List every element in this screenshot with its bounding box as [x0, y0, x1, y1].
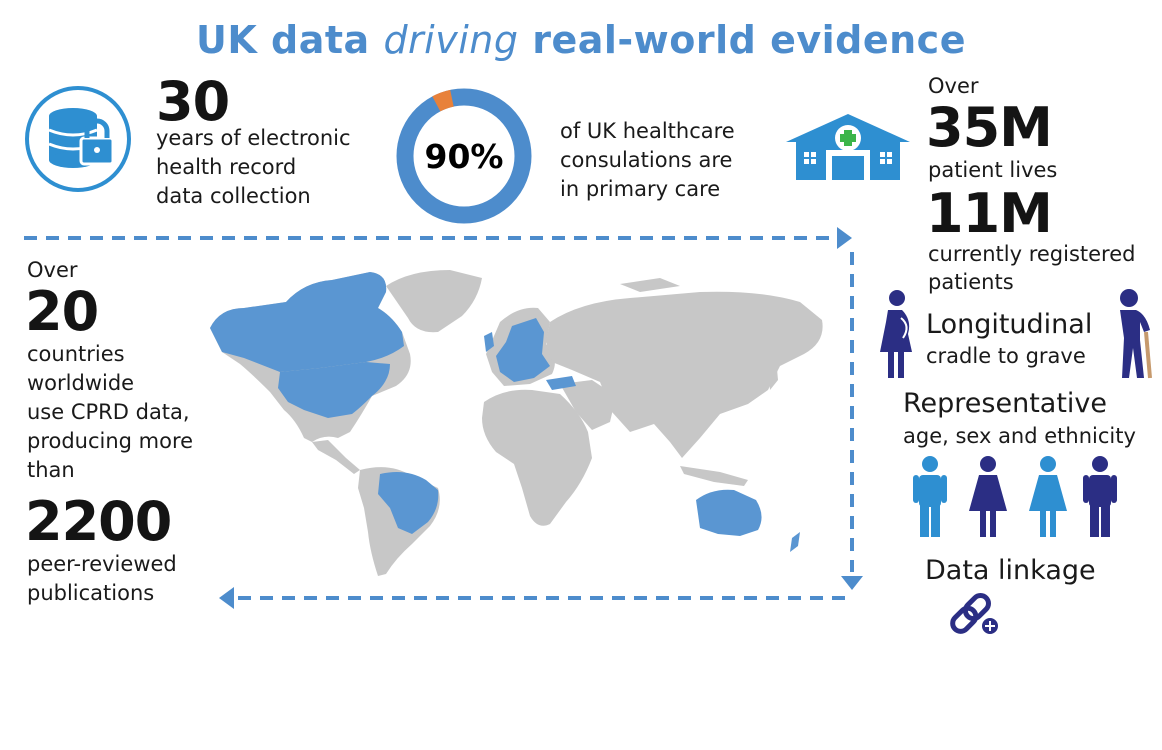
land-africa [482, 389, 592, 526]
primary-line-2: consulations are [560, 148, 733, 172]
registered-line-2: patients [928, 270, 1014, 294]
registered-text: currently registered patients [928, 240, 1135, 296]
title-part-2: real-world evidence [518, 18, 966, 62]
land-indonesia [680, 466, 748, 486]
left-arrowhead [219, 587, 234, 609]
donut-remainder-segment [396, 88, 532, 224]
land-europe-highlight [496, 318, 550, 382]
man-icon-blue [913, 456, 947, 537]
publications-text: peer-reviewed publications [27, 550, 177, 608]
countries-line-1: countries [27, 342, 125, 366]
primary-care-text: of UK healthcare consulations are in pri… [560, 117, 735, 204]
land-usa-highlight [278, 362, 390, 418]
land-middle-east [560, 380, 616, 430]
land-greenland [386, 270, 482, 333]
publications-line-1: peer-reviewed [27, 552, 177, 576]
countries-text: countries worldwide use CPRD data, produ… [27, 340, 193, 485]
land-uk-highlight [484, 332, 494, 352]
land-new-zealand-highlight [790, 532, 800, 552]
countries-over: Over [27, 258, 78, 282]
longitudinal-heading: Longitudinal [926, 309, 1093, 340]
world-map [210, 270, 823, 576]
title-part-1: UK data [196, 18, 384, 62]
patients-value: 35M [926, 96, 1053, 159]
elderly-person-icon [1120, 289, 1152, 379]
representative-sub: age, sex and ethnicity [903, 424, 1136, 448]
man-icon-navy [1083, 456, 1117, 537]
land-arctic-islands [620, 278, 680, 292]
title-emphasis: driving [383, 18, 519, 62]
years-text: years of electronic health record data c… [156, 124, 351, 211]
chain-link-icon [950, 593, 1000, 636]
countries-line-2: worldwide [27, 371, 135, 395]
years-line-3: data collection [156, 184, 311, 208]
page-title: UK data driving real-world evidence [0, 18, 1162, 62]
primary-care-donut: 90% [396, 88, 532, 224]
linkage-heading: Data linkage [925, 555, 1096, 586]
countries-value: 20 [25, 280, 99, 343]
donut-track [396, 88, 532, 224]
clinic-house-icon [786, 114, 910, 180]
patients-label: patient lives [928, 158, 1058, 182]
pregnant-woman-icon [880, 290, 912, 378]
land-japan [768, 358, 778, 390]
database-lock-icon [25, 86, 131, 192]
representative-heading: Representative [903, 388, 1108, 419]
years-line-1: years of electronic [156, 126, 351, 150]
land-central-america [312, 440, 360, 474]
land-asia [546, 291, 823, 458]
countries-line-3: use CPRD data, [27, 400, 190, 424]
years-line-2: health record [156, 155, 297, 179]
registered-line-1: currently registered [928, 242, 1136, 266]
donut-label: 90% [425, 137, 504, 176]
land-turkey-highlight [546, 376, 576, 390]
land-australia-highlight [696, 489, 762, 536]
registered-value: 11M [926, 182, 1053, 245]
woman-icon-navy [969, 456, 1007, 537]
woman-icon-blue [1029, 456, 1067, 537]
years-value: 30 [156, 70, 230, 133]
primary-line-1: of UK healthcare [560, 119, 735, 143]
right-arrowhead [837, 227, 852, 249]
countries-line-5: than [27, 458, 75, 482]
publications-value: 2200 [25, 490, 172, 553]
publications-line-2: publications [27, 581, 155, 605]
primary-line-3: in primary care [560, 177, 721, 201]
countries-line-4: producing more [27, 429, 194, 453]
down-arrowhead [841, 576, 863, 590]
patients-over: Over [928, 74, 979, 98]
longitudinal-sub: cradle to grave [926, 344, 1086, 368]
land-brazil-highlight [378, 472, 439, 534]
land-canada-highlight [210, 272, 404, 372]
